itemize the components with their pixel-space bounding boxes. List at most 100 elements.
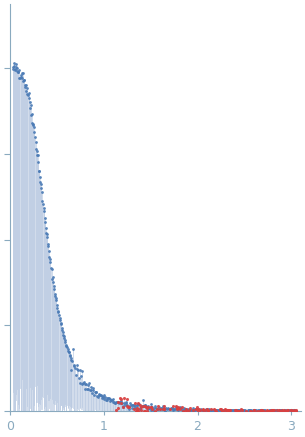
Point bbox=[18, 74, 23, 81]
Point bbox=[136, 407, 141, 414]
Point bbox=[138, 406, 143, 413]
Point bbox=[108, 395, 113, 402]
Point bbox=[280, 407, 285, 414]
Point bbox=[34, 146, 38, 153]
Point bbox=[114, 399, 119, 406]
Point bbox=[181, 405, 186, 412]
Point bbox=[168, 405, 173, 412]
Point bbox=[62, 334, 67, 341]
Point bbox=[290, 407, 295, 414]
Point bbox=[241, 406, 246, 413]
Point bbox=[81, 378, 86, 385]
Point bbox=[145, 407, 150, 414]
Point bbox=[212, 406, 217, 413]
Point bbox=[56, 312, 61, 319]
Point bbox=[115, 405, 120, 412]
Point bbox=[70, 346, 75, 353]
Point bbox=[252, 407, 257, 414]
Point bbox=[70, 357, 75, 364]
Point bbox=[31, 121, 36, 128]
Point bbox=[243, 407, 248, 414]
Point bbox=[234, 406, 239, 413]
Point bbox=[149, 403, 154, 410]
Point bbox=[28, 104, 33, 111]
Point bbox=[135, 405, 140, 412]
Point bbox=[69, 357, 74, 364]
Point bbox=[183, 406, 188, 413]
Point bbox=[244, 407, 249, 414]
Point bbox=[141, 396, 146, 403]
Point bbox=[144, 402, 149, 409]
Point bbox=[105, 397, 110, 404]
Point bbox=[292, 407, 297, 414]
Point bbox=[237, 407, 242, 414]
Point bbox=[285, 407, 289, 414]
Point bbox=[193, 406, 198, 413]
Point bbox=[110, 395, 115, 402]
Point bbox=[22, 83, 27, 90]
Point bbox=[102, 392, 107, 399]
Point bbox=[43, 219, 48, 226]
Point bbox=[236, 406, 241, 413]
Point bbox=[117, 398, 122, 405]
Point bbox=[90, 387, 95, 394]
Point bbox=[82, 381, 87, 388]
Point bbox=[188, 406, 193, 413]
Point bbox=[152, 405, 157, 412]
Point bbox=[164, 405, 169, 412]
Point bbox=[291, 407, 296, 414]
Point bbox=[187, 407, 192, 414]
Point bbox=[171, 402, 176, 409]
Point bbox=[213, 407, 218, 414]
Point bbox=[151, 406, 156, 413]
Point bbox=[89, 384, 94, 391]
Point bbox=[106, 395, 110, 402]
Point bbox=[167, 405, 172, 412]
Point bbox=[46, 243, 51, 250]
Point bbox=[94, 388, 99, 395]
Point bbox=[127, 399, 132, 406]
Point bbox=[134, 405, 138, 412]
Point bbox=[140, 402, 145, 409]
Point bbox=[215, 406, 220, 413]
Point bbox=[30, 120, 35, 127]
Point bbox=[45, 240, 50, 247]
Point bbox=[211, 407, 216, 414]
Point bbox=[269, 407, 274, 414]
Point bbox=[142, 402, 146, 409]
Point bbox=[277, 407, 282, 414]
Point bbox=[133, 402, 138, 409]
Point bbox=[138, 402, 142, 409]
Point bbox=[191, 407, 196, 414]
Point bbox=[234, 406, 239, 413]
Point bbox=[66, 348, 71, 355]
Point bbox=[59, 321, 63, 328]
Point bbox=[63, 336, 67, 343]
Point bbox=[187, 405, 192, 412]
Point bbox=[188, 406, 192, 413]
Point bbox=[120, 403, 125, 410]
Point bbox=[179, 407, 184, 414]
Point bbox=[294, 407, 299, 414]
Point bbox=[229, 406, 234, 413]
Point bbox=[194, 405, 199, 412]
Point bbox=[96, 390, 101, 397]
Point bbox=[84, 381, 88, 388]
Point bbox=[126, 403, 131, 410]
Point bbox=[293, 407, 298, 414]
Point bbox=[231, 407, 235, 414]
Point bbox=[258, 407, 263, 414]
Point bbox=[251, 407, 256, 414]
Point bbox=[115, 399, 120, 406]
Point bbox=[65, 344, 70, 351]
Point bbox=[239, 407, 244, 414]
Point bbox=[180, 406, 185, 413]
Point bbox=[161, 406, 166, 413]
Point bbox=[103, 397, 108, 404]
Point bbox=[121, 404, 126, 411]
Point bbox=[97, 391, 102, 398]
Point bbox=[152, 407, 157, 414]
Point bbox=[271, 407, 275, 414]
Point bbox=[46, 248, 51, 255]
Point bbox=[289, 407, 294, 414]
